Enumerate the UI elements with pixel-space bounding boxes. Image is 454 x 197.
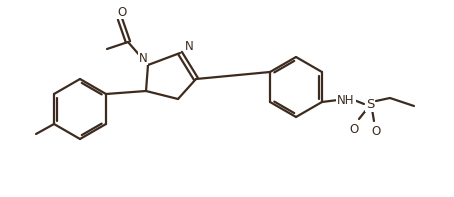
Text: N: N [185,40,193,52]
Text: O: O [118,6,127,19]
Text: O: O [350,123,359,136]
Text: S: S [366,98,374,111]
Text: N: N [138,51,148,64]
Text: O: O [371,125,380,138]
Text: NH: NH [337,94,355,107]
